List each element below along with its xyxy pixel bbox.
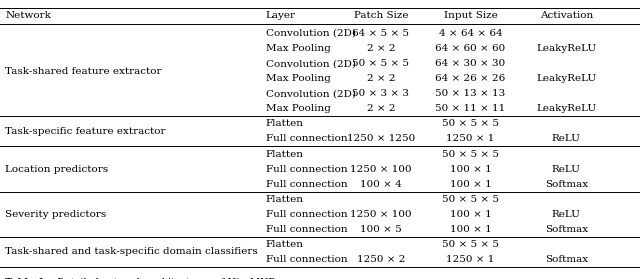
Text: Softmax: Softmax — [545, 225, 588, 234]
Text: Flatten: Flatten — [266, 150, 303, 158]
Text: 50 × 5 × 5: 50 × 5 × 5 — [442, 240, 499, 249]
Text: 100 × 1: 100 × 1 — [449, 225, 492, 234]
Text: 1250 × 1: 1250 × 1 — [446, 255, 495, 264]
Text: 1250 × 1: 1250 × 1 — [446, 134, 495, 143]
Text: 50 × 5 × 5: 50 × 5 × 5 — [442, 150, 499, 158]
Text: Full connection: Full connection — [266, 210, 348, 219]
Text: 2 × 2: 2 × 2 — [367, 44, 395, 53]
Text: Patch Size: Patch Size — [353, 11, 408, 20]
Text: 50 × 11 × 11: 50 × 11 × 11 — [435, 104, 506, 113]
Text: ReLU: ReLU — [552, 210, 581, 219]
Text: 64 × 5 × 5: 64 × 5 × 5 — [352, 29, 410, 38]
Text: Task-specific feature extractor: Task-specific feature extractor — [5, 127, 166, 136]
Text: 2 × 2: 2 × 2 — [367, 104, 395, 113]
Text: 1250 × 100: 1250 × 100 — [350, 210, 412, 219]
Text: Network: Network — [5, 11, 51, 20]
Text: 2 × 2: 2 × 2 — [367, 74, 395, 83]
Text: 50 × 5 × 5: 50 × 5 × 5 — [442, 119, 499, 128]
Text: 50 × 5 × 5: 50 × 5 × 5 — [442, 195, 499, 204]
Text: 64 × 30 × 30: 64 × 30 × 30 — [435, 59, 506, 68]
Text: 100 × 1: 100 × 1 — [449, 180, 492, 189]
Text: Flatten: Flatten — [266, 195, 303, 204]
Text: Full connection: Full connection — [266, 255, 348, 264]
Text: 4 × 64 × 64: 4 × 64 × 64 — [438, 29, 502, 38]
Text: 1250 × 1250: 1250 × 1250 — [347, 134, 415, 143]
Text: Input Size: Input Size — [444, 11, 497, 20]
Text: Task-shared feature extractor: Task-shared feature extractor — [5, 67, 162, 76]
Text: LeakyReLU: LeakyReLU — [536, 74, 596, 83]
Text: Full connection: Full connection — [266, 225, 348, 234]
Text: 100 × 1: 100 × 1 — [449, 165, 492, 174]
Text: Full connection: Full connection — [266, 165, 348, 174]
Text: Full connection: Full connection — [266, 180, 348, 189]
Text: Convolution (2D): Convolution (2D) — [266, 59, 356, 68]
Text: 100 × 5: 100 × 5 — [360, 225, 402, 234]
Text: 64 × 60 × 60: 64 × 60 × 60 — [435, 44, 506, 53]
Text: 64 × 26 × 26: 64 × 26 × 26 — [435, 74, 506, 83]
Text: Task-shared and task-specific domain classifiers: Task-shared and task-specific domain cla… — [5, 247, 258, 256]
Text: LeakyReLU: LeakyReLU — [536, 104, 596, 113]
Text: Table 1.: Table 1. — [5, 278, 48, 279]
Text: Detailed network architectures of HierMUD.: Detailed network architectures of HierMU… — [51, 278, 279, 279]
Text: Flatten: Flatten — [266, 240, 303, 249]
Text: Convolution (2D): Convolution (2D) — [266, 89, 356, 98]
Text: 50 × 13 × 13: 50 × 13 × 13 — [435, 89, 506, 98]
Text: Convolution (2D): Convolution (2D) — [266, 29, 356, 38]
Text: Max Pooling: Max Pooling — [266, 104, 330, 113]
Text: ReLU: ReLU — [552, 134, 581, 143]
Text: 100 × 4: 100 × 4 — [360, 180, 402, 189]
Text: 50 × 5 × 5: 50 × 5 × 5 — [352, 59, 410, 68]
Text: Layer: Layer — [266, 11, 296, 20]
Text: Activation: Activation — [540, 11, 593, 20]
Text: 1250 × 2: 1250 × 2 — [356, 255, 405, 264]
Text: Flatten: Flatten — [266, 119, 303, 128]
Text: ReLU: ReLU — [552, 165, 581, 174]
Text: Max Pooling: Max Pooling — [266, 44, 330, 53]
Text: LeakyReLU: LeakyReLU — [536, 44, 596, 53]
Text: Full connection: Full connection — [266, 134, 348, 143]
Text: Severity predictors: Severity predictors — [5, 210, 106, 219]
Text: Max Pooling: Max Pooling — [266, 74, 330, 83]
Text: Location predictors: Location predictors — [5, 165, 108, 174]
Text: 50 × 3 × 3: 50 × 3 × 3 — [352, 89, 410, 98]
Text: Softmax: Softmax — [545, 255, 588, 264]
Text: 1250 × 100: 1250 × 100 — [350, 165, 412, 174]
Text: Softmax: Softmax — [545, 180, 588, 189]
Text: 100 × 1: 100 × 1 — [449, 210, 492, 219]
